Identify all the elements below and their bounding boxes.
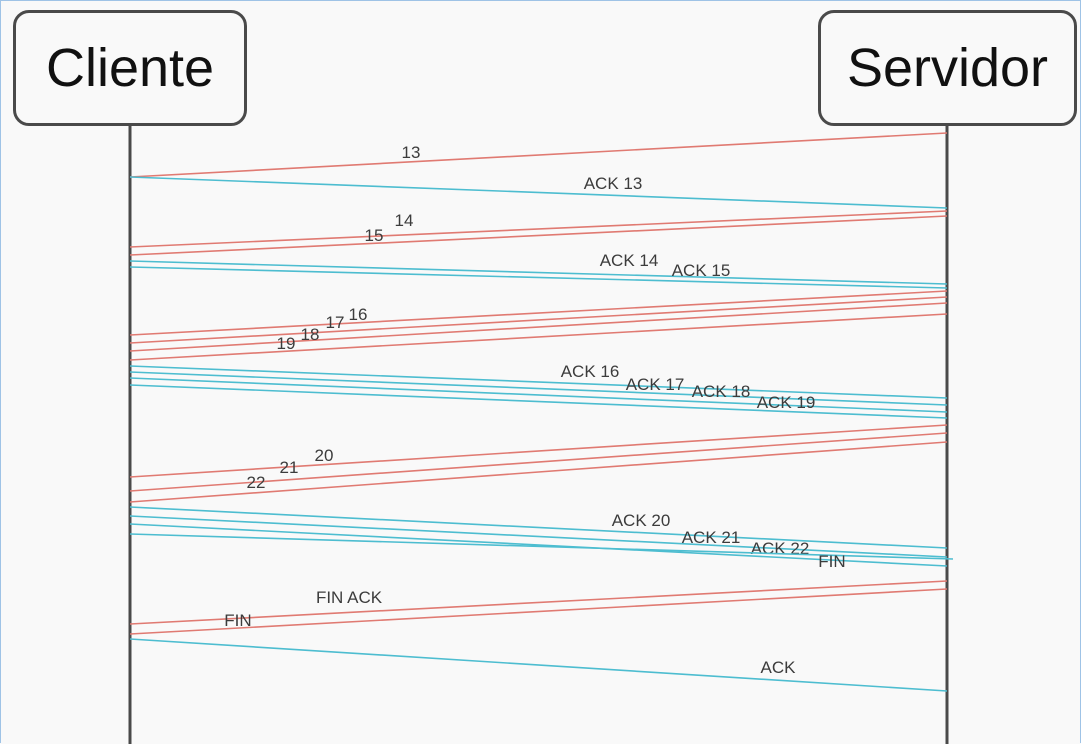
message-line-20 (129, 523, 948, 567)
message-line-24 (129, 638, 948, 692)
message-line-6 (129, 266, 948, 289)
message-label-5: ACK 14 (600, 251, 659, 270)
message-line-14 (129, 384, 948, 419)
message-label-16: 21 (280, 458, 299, 477)
message-line-16 (129, 432, 948, 492)
message-line-2 (129, 176, 948, 209)
message-line-7 (129, 290, 948, 336)
message-label-10: 19 (277, 334, 296, 353)
message-label-11: ACK 16 (561, 362, 620, 381)
message-label-9: 18 (301, 325, 320, 344)
message-line-18 (129, 506, 948, 549)
message-label-18: ACK 20 (612, 511, 671, 530)
message-label-19: ACK 21 (682, 528, 741, 547)
message-label-3: 14 (395, 211, 414, 230)
message-label-13: ACK 18 (692, 382, 751, 401)
message-line-15 (129, 424, 948, 478)
client-actor-label: Cliente (45, 38, 215, 98)
message-line-19 (129, 515, 948, 558)
message-line-5 (129, 260, 948, 285)
message-label-22: FIN ACK (316, 588, 383, 607)
message-label-4: 15 (365, 226, 384, 245)
message-label-17: 22 (247, 473, 266, 492)
message-label-8: 17 (326, 313, 345, 332)
message-label-2: ACK 13 (584, 174, 643, 193)
message-label-24: ACK (761, 658, 797, 677)
server-actor-box: Servidor (818, 10, 1077, 126)
message-label-12: ACK 17 (626, 375, 685, 394)
message-label-23: FIN (224, 611, 251, 630)
client-actor-box: Cliente (13, 10, 247, 126)
message-line-3 (129, 210, 948, 248)
message-label-1: 13 (402, 143, 421, 162)
message-line-13 (129, 377, 948, 413)
message-line-11 (129, 365, 948, 399)
message-label-21: FIN (818, 552, 845, 571)
message-line-17 (129, 441, 948, 503)
message-line-22 (129, 580, 948, 625)
message-label-14: ACK 19 (757, 393, 816, 412)
message-line-8 (129, 296, 948, 344)
message-line-10 (129, 313, 948, 361)
server-actor-label: Servidor (846, 38, 1049, 98)
message-line-23 (129, 588, 948, 635)
message-line-1 (129, 132, 948, 178)
message-line-12 (129, 371, 948, 406)
message-label-6: ACK 15 (672, 261, 731, 280)
message-line-4 (129, 215, 948, 256)
message-label-7: 16 (349, 305, 368, 324)
message-line-21 (129, 533, 954, 560)
message-line-9 (129, 302, 948, 352)
message-label-15: 20 (315, 446, 334, 465)
